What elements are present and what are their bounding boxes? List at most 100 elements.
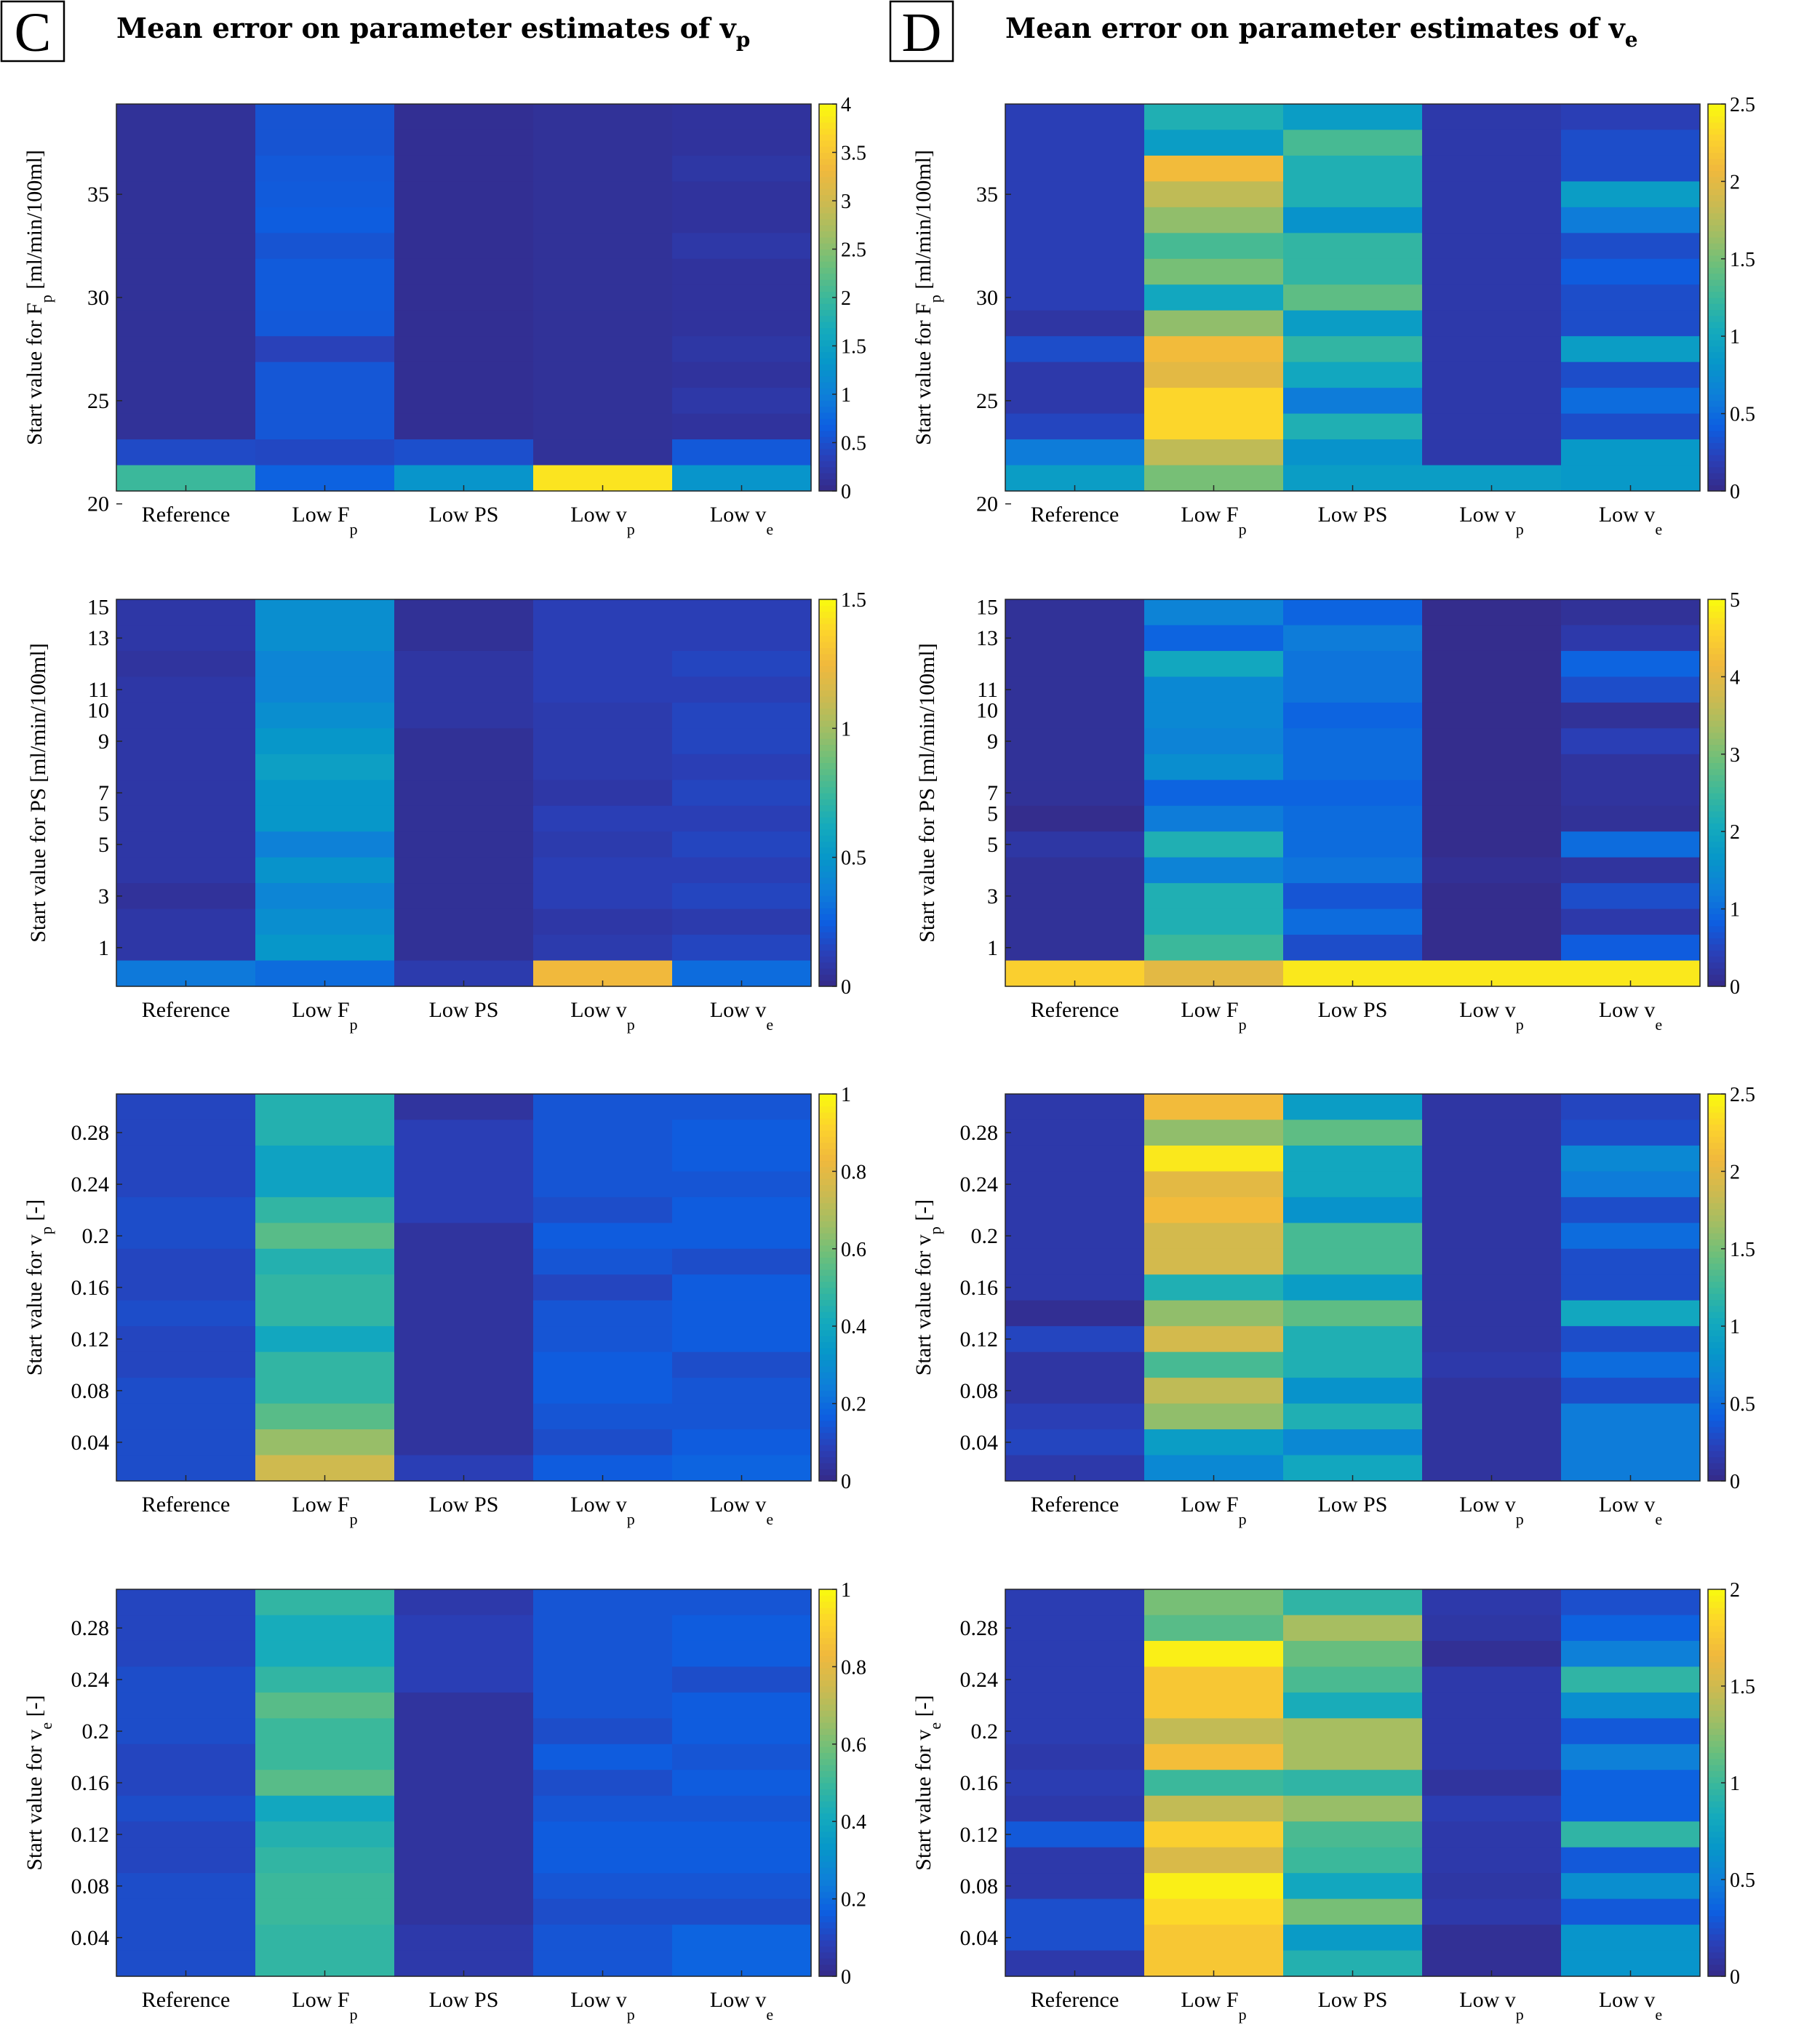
colorbar-tick-label: 2 [1730,1579,1740,1602]
colorbar-segment [1708,883,1725,890]
x-tick-label: Low ve [1599,998,1662,1034]
colorbar-frame [818,599,837,987]
colorbar-segment [1708,1637,1725,1645]
colorbar-segment [1708,1843,1725,1850]
heatmap-cell [672,1300,812,1327]
colorbar-segment [1708,327,1725,335]
heatmap-cell [116,780,256,807]
colorbar-segment [1708,225,1725,232]
heatmap-cell [1005,336,1145,363]
heatmap-cell [116,181,256,208]
y-tick-label: 0.08 [960,1379,999,1403]
colorbar-segment [1708,1450,1725,1458]
colorbar: 0 1 2 3 4 5 [1707,589,1740,999]
colorbar-tick-label: 0.2 [841,1394,866,1416]
heatmap-cell [533,908,673,935]
heatmap-cell [533,388,673,415]
heatmap-cell [533,1925,673,1952]
colorbar-segment [1708,1330,1725,1337]
heatmap-cell [672,1351,812,1378]
heatmap-cell [255,728,395,755]
heatmap-cell [394,336,534,363]
heatmap-cell [1422,181,1562,208]
heatmap-cell [672,258,812,285]
heatmap-cell [116,1770,256,1797]
colorbar-segment [819,714,837,721]
heatmap-cell [394,1171,534,1198]
heatmap-cell [1561,1378,1701,1405]
heatmap-cell [1144,233,1284,260]
colorbar-segment [819,1359,837,1367]
colorbar-segment [1708,1130,1725,1137]
colorbar-tick-label: 0 [841,976,851,999]
colorbar-segment [1708,1710,1725,1717]
heatmap-cell [1283,336,1423,363]
colorbar-segment [1708,1752,1725,1760]
heatmap-cell [533,1795,673,1822]
colorbar-segment [819,1861,837,1868]
heatmap-cell [255,1197,395,1223]
colorbar-segment [819,732,837,739]
y-tick-label: 3 [98,884,109,908]
heatmap-cell [255,1378,395,1405]
colorbar: 0 0.5 1 1.5 2 2.5 [1707,1084,1755,1493]
colorbar-segment [1708,1928,1725,1935]
colorbar-segment [1708,1946,1725,1953]
colorbar-segment [819,956,837,963]
colorbar-segment [1708,853,1725,860]
colorbar-segment [819,1257,837,1264]
colorbar-segment [1708,865,1725,872]
x-tick-label: Low ve [1599,503,1662,538]
colorbar-segment [819,1160,837,1167]
colorbar-tick-label: 1.5 [1730,1239,1755,1261]
heatmap-cell [1422,1300,1562,1327]
heatmap-cell [255,1770,395,1797]
colorbar-segment [819,1794,837,1802]
colorbar-segment [819,1613,837,1621]
colorbar-tick-label: 0 [1730,1471,1740,1493]
heatmap-C-3: 0.28 0.24 0.2 0.16 0.12 0.08 0.04 Reference Low … [23,1084,866,1528]
colorbar-segment [1708,1221,1725,1228]
heatmap-cell [1144,1770,1284,1797]
colorbar-frame [1707,103,1726,492]
heatmap-cell [255,702,395,729]
y-tick-label: 0.16 [960,1771,999,1795]
colorbar-tick-label: 0 [1730,976,1740,999]
heatmap-cell [116,104,256,131]
colorbar-segment [819,351,837,359]
heatmap-cell [116,1795,256,1822]
heatmap-cell [1561,1403,1701,1430]
heatmap-cell [1561,1119,1701,1146]
heatmap-cell [1005,104,1145,131]
heatmap-cell [1005,1744,1145,1770]
heatmap-cell [1422,1873,1562,1900]
y-tick-label: 0.16 [960,1276,999,1300]
colorbar-segment [1708,1686,1725,1693]
colorbar-segment [1708,890,1725,896]
colorbar-segment [819,1293,837,1301]
colorbar-segment [819,340,837,347]
colorbar-segment [1708,1800,1725,1808]
heatmap-cell [1144,336,1284,363]
y-tick-label: 5 [987,802,998,826]
colorbar-segment [819,1420,837,1427]
colorbar-segment [819,684,837,691]
colorbar-segment [819,1148,837,1155]
colorbar-segment [819,1643,837,1650]
heatmap-cell [255,104,395,131]
colorbar-segment [1708,1746,1725,1754]
colorbar-segment [819,1335,837,1343]
y-tick-label: 0.12 [71,1327,110,1351]
x-tick-label: Low Fp [292,1988,357,2024]
heatmap-cell [1561,1898,1701,1925]
colorbar-segment [1708,647,1725,655]
colorbar-segment [1708,291,1725,298]
colorbar-segment [1708,793,1725,799]
colorbar-segment [819,364,837,371]
colorbar-tick-label: 3 [841,191,851,213]
heatmap-cell [533,1378,673,1405]
colorbar-segment [1708,605,1725,612]
colorbar-segment [1708,1909,1725,1917]
